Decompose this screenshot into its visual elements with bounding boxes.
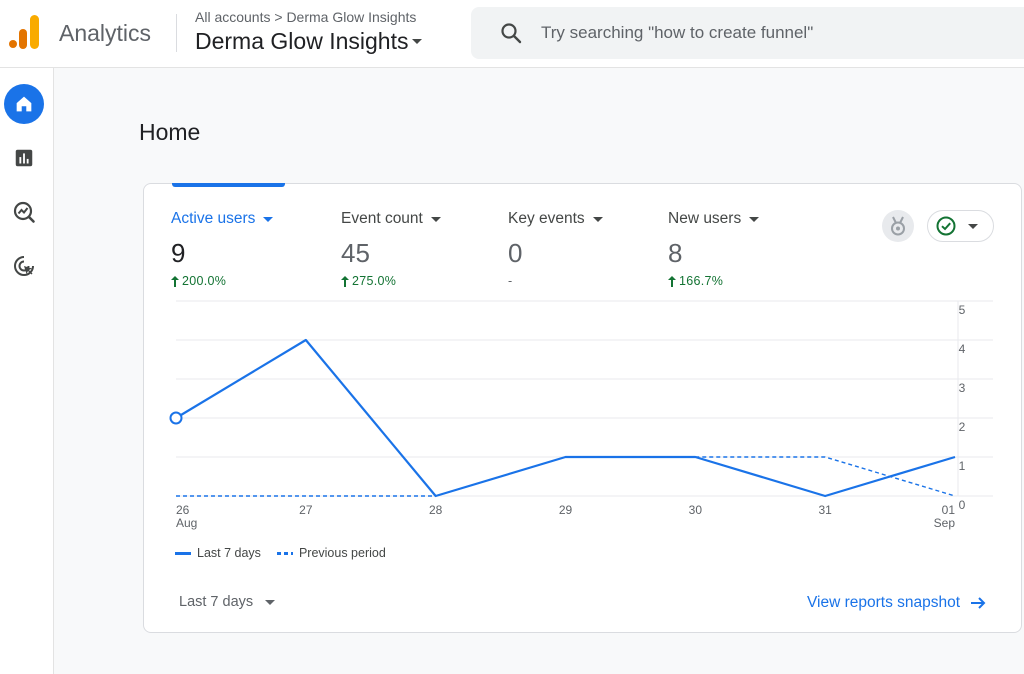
metric-value: 45 <box>341 238 370 268</box>
metric-value: 0 <box>508 238 523 268</box>
legend-solid-swatch <box>175 551 191 555</box>
nav-explore[interactable] <box>4 192 44 232</box>
metric-value: 9 <box>171 238 186 268</box>
metric-label: Key events <box>508 210 585 227</box>
insights-badge-icon <box>891 216 905 236</box>
arrow-up-icon <box>341 275 349 287</box>
metric-change: 200.0% <box>171 274 273 288</box>
selected-tab-indicator <box>172 183 285 187</box>
header-divider <box>176 14 177 52</box>
check-circle-icon <box>936 216 956 236</box>
metric-change: 166.7% <box>668 274 759 288</box>
arrow-up-icon <box>171 275 179 287</box>
metric-active-users[interactable]: Active users 9 200.0% <box>171 209 274 288</box>
nav-advertising[interactable] <box>4 246 44 286</box>
snapshot-link-label: View reports snapshot <box>807 594 961 611</box>
legend-label-current: Last 7 days <box>197 546 261 560</box>
search-icon <box>501 23 522 44</box>
arrow-right-icon <box>971 597 986 609</box>
search-input[interactable] <box>541 19 1011 47</box>
metric-label: Event count <box>341 210 423 227</box>
view-reports-snapshot-link[interactable]: View reports snapshot <box>807 594 986 612</box>
metric-change: 275.0% <box>341 274 441 288</box>
caret-down-icon <box>430 216 441 222</box>
date-range-selector[interactable]: Last 7 days <box>179 594 276 610</box>
metric-change-value: 166.7% <box>679 274 724 288</box>
search-bar[interactable] <box>471 7 1024 59</box>
metric-change: - <box>508 274 603 288</box>
property-name: Derma Glow Insights <box>195 28 409 54</box>
caret-down-icon <box>412 39 423 44</box>
metric-change-value: 275.0% <box>352 274 397 288</box>
caret-down-icon <box>968 223 978 229</box>
breadcrumb[interactable]: All accounts > Derma Glow Insights <box>195 9 417 25</box>
caret-down-icon <box>263 216 274 222</box>
legend-dashed-swatch <box>276 551 293 555</box>
home-icon <box>16 96 32 112</box>
metric-label: New users <box>668 210 742 227</box>
page-title: Home <box>139 119 201 145</box>
insights-button[interactable] <box>882 210 914 242</box>
property-selector[interactable]: Derma Glow Insights <box>195 28 423 55</box>
reports-icon <box>15 149 33 167</box>
metric-event-count[interactable]: Event count 45 275.0% <box>341 209 441 288</box>
metric-new-users[interactable]: New users 8 166.7% <box>668 209 760 288</box>
advertising-icon <box>14 256 34 276</box>
date-range-label: Last 7 days <box>179 594 254 610</box>
metric-change-value: 200.0% <box>182 274 227 288</box>
caret-down-icon <box>265 599 276 605</box>
metric-change-value: - <box>508 274 513 288</box>
chart-legend: Last 7 days Previous period <box>175 546 386 560</box>
side-nav <box>0 68 54 674</box>
data-quality-button[interactable] <box>927 210 994 242</box>
explore-icon <box>13 201 35 223</box>
caret-down-icon <box>592 216 603 222</box>
metric-key-events[interactable]: Key events 0 - <box>508 209 603 288</box>
app-name: Analytics <box>59 20 152 46</box>
caret-down-icon <box>749 216 760 222</box>
top-bar: Analytics All accounts > Derma Glow Insi… <box>0 0 1024 68</box>
nav-home[interactable] <box>4 84 44 124</box>
analytics-logo-icon[interactable] <box>9 15 39 49</box>
nav-reports[interactable] <box>4 138 44 178</box>
arrow-up-icon <box>668 275 676 287</box>
metric-label: Active users <box>171 210 256 227</box>
legend-label-previous: Previous period <box>298 546 386 560</box>
metric-value: 8 <box>668 238 683 268</box>
